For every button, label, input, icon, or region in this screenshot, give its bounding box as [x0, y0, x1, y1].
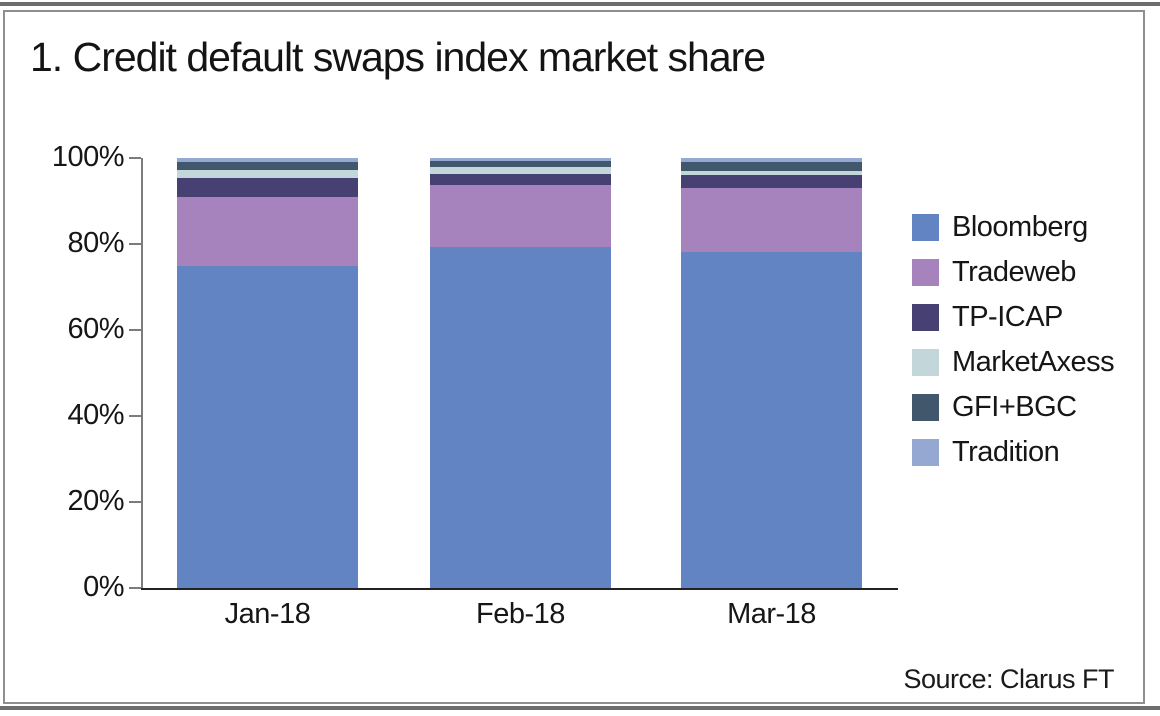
y-tick-mark: [129, 157, 141, 159]
legend-item-bloomberg: Bloomberg: [912, 210, 1088, 243]
legend-swatch: [912, 438, 939, 466]
legend-swatch: [912, 258, 939, 286]
legend-item-tradeweb: Tradeweb: [912, 255, 1076, 288]
bar-segment-gfi-bgc-feb-18: [430, 161, 611, 167]
legend-label: Tradeweb: [952, 255, 1076, 288]
legend-item-gfi-bgc: GFI+BGC: [912, 390, 1077, 423]
bar-segment-marketaxess-jan-18: [177, 170, 358, 178]
bar-segment-tradition-mar-18: [681, 158, 862, 162]
bar-segment-tp-icap-feb-18: [430, 174, 611, 185]
source-note: Source: Clarus FT: [903, 664, 1114, 694]
legend-item-tp-icap: TP-ICAP: [912, 300, 1063, 333]
y-tick-mark: [129, 329, 141, 331]
bar-segment-gfi-bgc-jan-18: [177, 162, 358, 170]
bar-segment-tradeweb-jan-18: [177, 197, 358, 266]
bar-segment-tradeweb-mar-18: [681, 188, 862, 252]
y-axis-line: [141, 158, 143, 590]
y-tick-label: 20%: [67, 485, 124, 517]
bar-segment-tradition-feb-18: [430, 158, 611, 161]
chart-title: 1. Credit default swaps index market sha…: [30, 34, 766, 80]
bar-segment-marketaxess-mar-18: [681, 171, 862, 175]
bar-segment-bloomberg-mar-18: [681, 252, 862, 588]
legend-swatch: [912, 213, 939, 241]
x-tick-label: Jan-18: [224, 598, 311, 630]
bottom-rule: [0, 706, 1160, 710]
bar-segment-tp-icap-mar-18: [681, 175, 862, 188]
y-tick-mark: [129, 501, 141, 503]
y-tick-label: 0%: [83, 571, 124, 603]
y-tick-label: 40%: [67, 399, 124, 431]
bar-segment-bloomberg-feb-18: [430, 247, 611, 588]
bar-segment-tp-icap-jan-18: [177, 178, 358, 197]
legend-label: GFI+BGC: [952, 390, 1077, 423]
bar-segment-tradition-jan-18: [177, 158, 358, 162]
legend-swatch: [912, 393, 939, 421]
x-tick-label: Feb-18: [476, 598, 565, 630]
legend-label: MarketAxess: [952, 345, 1115, 378]
y-tick-label: 60%: [67, 313, 124, 345]
x-tick-label: Mar-18: [727, 598, 816, 630]
bar-segment-marketaxess-feb-18: [430, 167, 611, 174]
legend-swatch: [912, 348, 939, 376]
bar-segment-bloomberg-jan-18: [177, 266, 358, 588]
legend-item-marketaxess: MarketAxess: [912, 345, 1115, 378]
bar-segment-tradeweb-feb-18: [430, 185, 611, 247]
legend-swatch: [912, 303, 939, 331]
y-tick-label: 80%: [67, 227, 124, 259]
y-tick-mark: [129, 587, 141, 589]
legend-label: TP-ICAP: [952, 300, 1063, 333]
y-tick-mark: [129, 243, 141, 245]
legend-item-tradition: Tradition: [912, 435, 1060, 468]
bar-segment-gfi-bgc-mar-18: [681, 162, 862, 171]
y-tick-label: 100%: [51, 141, 125, 173]
legend-label: Tradition: [952, 435, 1060, 468]
y-tick-mark: [129, 415, 141, 417]
x-axis-line: [141, 588, 898, 590]
legend-label: Bloomberg: [952, 210, 1088, 243]
top-rule: [0, 2, 1160, 6]
